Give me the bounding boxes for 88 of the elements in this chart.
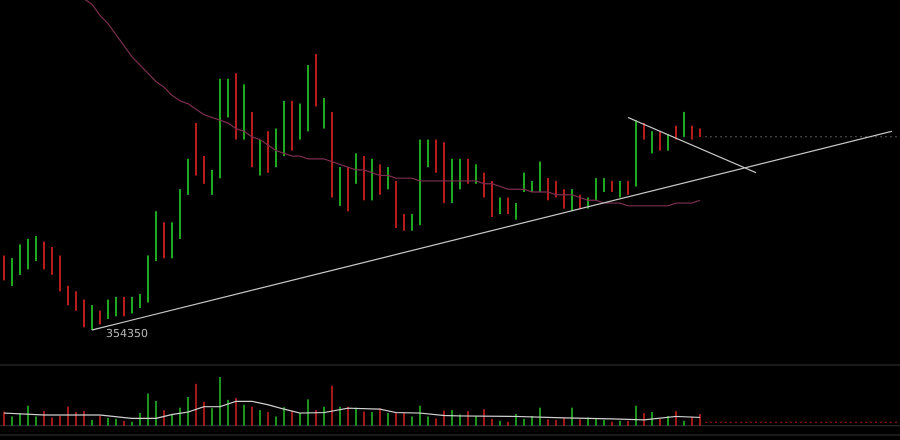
candlestick [19, 244, 21, 276]
candlestick [307, 64, 309, 132]
candlestick [627, 180, 629, 196]
candlestick [283, 100, 285, 157]
candlestick [27, 238, 29, 270]
candlestick [483, 172, 485, 198]
candlestick [291, 100, 293, 152]
candlestick [699, 128, 701, 138]
candlestick [83, 298, 85, 328]
candlestick [363, 155, 365, 202]
candlestick [523, 172, 525, 193]
candlestick [619, 180, 621, 198]
candlestick [595, 177, 597, 202]
candlestick [299, 102, 301, 140]
candlestick [75, 290, 77, 312]
candlestick [227, 78, 229, 118]
candlestick [539, 160, 541, 193]
candlestick [243, 84, 245, 140]
candlestick [195, 122, 197, 176]
candlestick [179, 188, 181, 240]
candlestick [643, 122, 645, 140]
candlestick [43, 240, 45, 270]
candlestick [499, 196, 501, 215]
candlestick [507, 196, 509, 215]
candlestick [211, 169, 213, 196]
candlestick [387, 166, 389, 190]
candlestick [659, 130, 661, 152]
candlestick [339, 166, 341, 207]
candlestick [651, 130, 653, 154]
candlestick [155, 210, 157, 262]
candlestick [315, 53, 317, 108]
candlestick [123, 296, 125, 317]
candlestick [427, 138, 429, 168]
candlestick [267, 130, 269, 174]
candlestick [323, 97, 325, 130]
annotation: 354350 [106, 327, 148, 340]
candlestick [11, 257, 13, 287]
candlestick [187, 158, 189, 196]
candlestick [683, 111, 685, 138]
candlestick [515, 202, 517, 220]
candlestick [411, 213, 413, 232]
candlestick [563, 188, 565, 210]
candlestick [235, 72, 237, 140]
candlestick [99, 310, 101, 326]
candlestick [579, 194, 581, 210]
candlestick [443, 142, 445, 204]
candlestick [131, 296, 133, 314]
candlestick [635, 119, 637, 188]
candlestick [555, 180, 557, 198]
candlestick [691, 124, 693, 140]
candlestick [259, 138, 261, 176]
candlestick [435, 138, 437, 174]
candlestick [331, 111, 333, 198]
candlestick [347, 166, 349, 212]
candlestick [491, 180, 493, 218]
candlestick [67, 285, 69, 306]
candlestick [51, 246, 53, 276]
candlestick [403, 213, 405, 232]
candlestick [355, 152, 357, 185]
candlestick [219, 78, 221, 179]
candlestick [115, 296, 117, 317]
candlestick [547, 177, 549, 202]
candlestick [531, 180, 533, 193]
candlestick [467, 158, 469, 185]
candlestick [675, 124, 677, 140]
candlestick [171, 222, 173, 260]
candlestick [107, 298, 109, 320]
candlestick [91, 304, 93, 331]
candlestick [163, 222, 165, 260]
candlestick [371, 158, 373, 202]
candlestick [611, 180, 613, 193]
candlestick [139, 293, 141, 309]
candlestick [459, 158, 461, 190]
candlestick [395, 180, 397, 229]
candlestick [379, 164, 381, 196]
candlestick [451, 158, 453, 204]
candlestick [203, 155, 205, 185]
candlestick [419, 138, 421, 226]
candlestick [147, 254, 149, 304]
candlestick [35, 235, 37, 262]
candlestick [3, 254, 5, 282]
candlestick [475, 164, 477, 185]
candlestick [275, 128, 277, 168]
candlestick [59, 254, 61, 292]
candlestick [251, 111, 253, 168]
candlestick [603, 177, 605, 193]
candlestick [667, 133, 669, 152]
candlestick [571, 188, 573, 212]
